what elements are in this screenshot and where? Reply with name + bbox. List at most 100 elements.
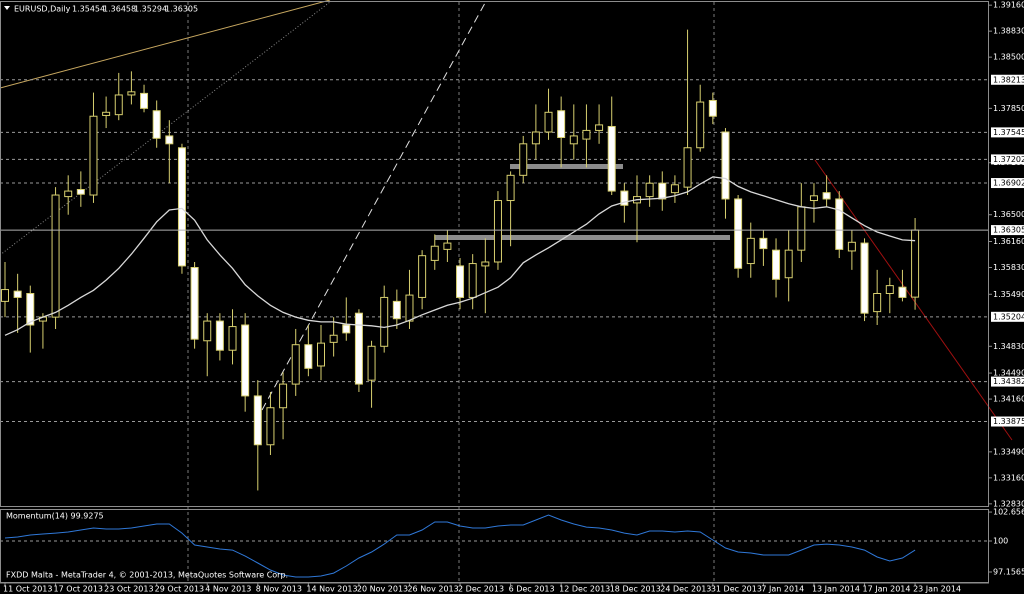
level-label-box (991, 74, 1024, 85)
y-tick-label: 1.38500 (993, 53, 1024, 62)
x-tick-label: 18 Dec 2013 (610, 585, 661, 594)
x-tick-label: 8 Nov 2013 (256, 585, 302, 594)
candle-body (746, 237, 755, 265)
level-label-box (991, 154, 1024, 165)
candle-body (241, 324, 250, 397)
chart-title: EURUSD,Daily (14, 5, 71, 14)
level-label: 1.37202 (993, 155, 1024, 164)
trend-line (814, 159, 1013, 441)
footer: FXDD Malta - MetaTrader 4, © 2001-2013, … (6, 571, 288, 580)
level-label-box (991, 127, 1024, 138)
x-tick-label: 31 Dec 2013 (711, 585, 762, 594)
candle-body (102, 111, 111, 116)
trend-line (0, 0, 331, 89)
candle-body (582, 129, 591, 140)
candle-body (266, 407, 275, 446)
candle-body (165, 135, 174, 145)
current-price-box (991, 225, 1024, 236)
candle-body (784, 249, 793, 279)
candle-body (468, 263, 477, 298)
x-tick-label: 14 Nov 2013 (306, 585, 357, 594)
candle-body (304, 344, 313, 369)
candle-body (140, 92, 149, 109)
candle-body (898, 286, 907, 298)
candle-body (607, 125, 616, 192)
candle-body (380, 296, 389, 347)
candle-body (822, 192, 831, 200)
moving-average (4, 176, 916, 336)
candle-body (279, 383, 288, 409)
candle-body (190, 266, 199, 340)
candle-body (228, 326, 237, 351)
level-label: 1.36902 (993, 179, 1024, 188)
y-tick-label: 1.32830 (993, 499, 1024, 508)
candle-body (481, 261, 490, 267)
zone-bar (510, 164, 623, 169)
level-label: 1.35204 (993, 312, 1024, 321)
candle-body (569, 135, 578, 145)
candle-body (329, 334, 338, 343)
x-tick-label: 12 Dec 2013 (559, 585, 610, 594)
candle-body (13, 290, 22, 298)
candle-body (772, 249, 781, 280)
candle-body (443, 242, 452, 250)
y-tick-label: 1.38830 (993, 27, 1024, 36)
candle-body (291, 344, 300, 385)
y-tick-label: 1.33160 (993, 473, 1024, 482)
candle-body (177, 147, 186, 267)
candle-body (696, 101, 705, 149)
level-label-box (991, 178, 1024, 189)
momentum-title: Momentum(14) 99.9275 (6, 512, 104, 521)
candle-body (215, 320, 224, 351)
ohlc-close: 1.36305 (165, 5, 198, 14)
candle-body (127, 91, 136, 96)
x-tick-label: 7 Jan 2014 (761, 585, 804, 594)
ohlc-low: 1.35294 (134, 5, 167, 14)
candle-body (89, 115, 98, 196)
candle-body (809, 195, 818, 202)
candle-body (152, 110, 161, 139)
x-tick-label: 23 Oct 2013 (104, 585, 153, 594)
candle-body (885, 285, 894, 294)
menu-arrow[interactable] (4, 6, 10, 10)
candle-body (544, 111, 553, 133)
x-tick-label: 23 Jan 2014 (913, 585, 961, 594)
level-label-box (991, 311, 1024, 322)
candle-body (620, 190, 629, 206)
y-tick-label: 1.36500 (993, 210, 1024, 219)
candle-body (456, 265, 465, 298)
candle-body (860, 242, 869, 314)
candle-body (114, 94, 123, 116)
y-tick-label: 1.34160 (993, 395, 1024, 404)
candle-body (418, 255, 427, 298)
x-tick-label: 17 Jan 2014 (863, 585, 911, 594)
candle-body (658, 182, 667, 200)
candle-body (253, 395, 262, 446)
candle-body (873, 292, 882, 313)
x-tick-label: 26 Nov 2013 (407, 585, 458, 594)
candle-body (317, 342, 325, 367)
chart-header: EURUSD,Daily 1.35454 1.36458 1.35294 1.3… (14, 5, 198, 14)
plot-area (0, 29, 989, 578)
zone-bar (435, 235, 730, 240)
candle-body (1, 289, 9, 302)
x-tick-label: 2 Dec 2013 (458, 585, 504, 594)
ohlc-open: 1.35454 (72, 5, 105, 14)
y-tick-label: 1.34490 (993, 369, 1024, 378)
y-tick-label: 1.36160 (993, 237, 1024, 246)
candle-body (595, 124, 604, 131)
candle-body (367, 345, 376, 381)
candle-body (76, 189, 85, 195)
y-tick-label: 97.1565 (993, 568, 1024, 577)
x-tick-label: 11 Oct 2013 (3, 585, 52, 594)
level-label-box (991, 376, 1024, 387)
y-tick-label: 1.35830 (993, 263, 1024, 272)
candle-body (430, 245, 439, 261)
candle-body (51, 194, 60, 318)
candle-body (683, 147, 692, 188)
candle-body (354, 312, 363, 385)
candle-body (759, 237, 768, 250)
candle-body (405, 294, 414, 322)
